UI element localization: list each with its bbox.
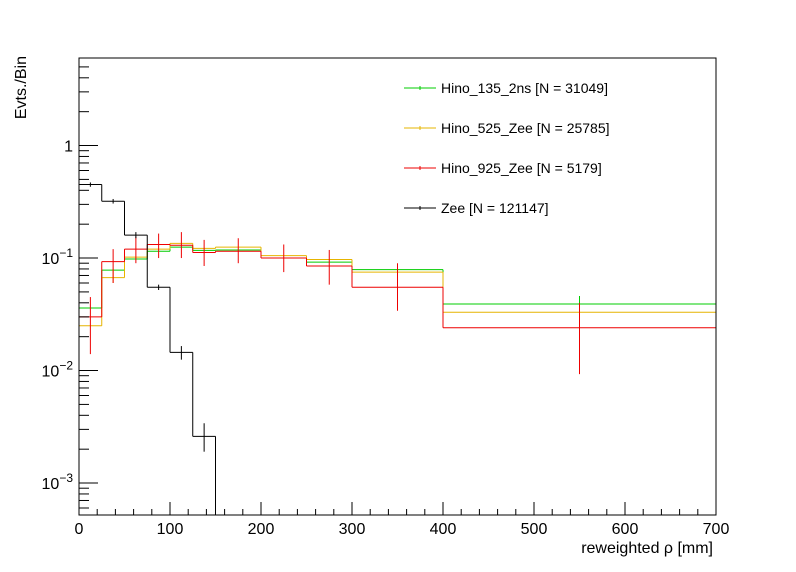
y-axis-label: Evts./Bin <box>13 56 30 119</box>
x-tick-label: 300 <box>339 521 366 538</box>
legend-label: Zee [N = 121147] <box>441 200 549 216</box>
series-layer <box>79 182 716 515</box>
legend-label: Hino_135_2ns [N = 31049] <box>441 80 608 96</box>
y-tick-exponent: −1 <box>59 246 73 260</box>
y-tick-base: 10 <box>42 476 60 493</box>
y-tick-exponent: −2 <box>59 359 73 373</box>
legend-label: Hino_525_Zee [N = 25785] <box>441 120 610 136</box>
x-tick-label: 100 <box>157 521 184 538</box>
legend: Hino_135_2ns [N = 31049] Hino_525_Zee [N … <box>404 80 610 216</box>
series-2 <box>79 232 716 375</box>
x-axis-label: reweighted ρ [mm] <box>581 540 713 557</box>
x-tick-label: 400 <box>430 521 457 538</box>
legend-item: Hino_135_2ns [N = 31049] <box>404 80 608 96</box>
y-tick-label: 10−2 <box>42 359 74 381</box>
x-tick-label: 0 <box>75 521 84 538</box>
x-tick-label: 600 <box>612 521 639 538</box>
y-tick-exponent: −3 <box>59 471 73 485</box>
series-3 <box>79 182 216 515</box>
x-tick-label: 500 <box>521 521 548 538</box>
y-tick-base: 1 <box>64 139 73 156</box>
y-tick-base: 10 <box>42 364 60 381</box>
legend-item: Hino_525_Zee [N = 25785] <box>404 120 610 136</box>
legend-item: Zee [N = 121147] <box>404 200 549 216</box>
y-tick-label: 10−1 <box>42 246 74 268</box>
x-tick-label: 700 <box>703 521 730 538</box>
x-tick-label: 200 <box>248 521 275 538</box>
legend-item: Hino_925_Zee [N = 5179] <box>404 160 602 176</box>
y-tick-label: 10−3 <box>42 471 74 493</box>
y-tick-base: 10 <box>42 251 60 268</box>
legend-label: Hino_925_Zee [N = 5179] <box>441 160 602 176</box>
y-tick-label: 1 <box>64 139 73 156</box>
plot-frame <box>78 57 717 516</box>
